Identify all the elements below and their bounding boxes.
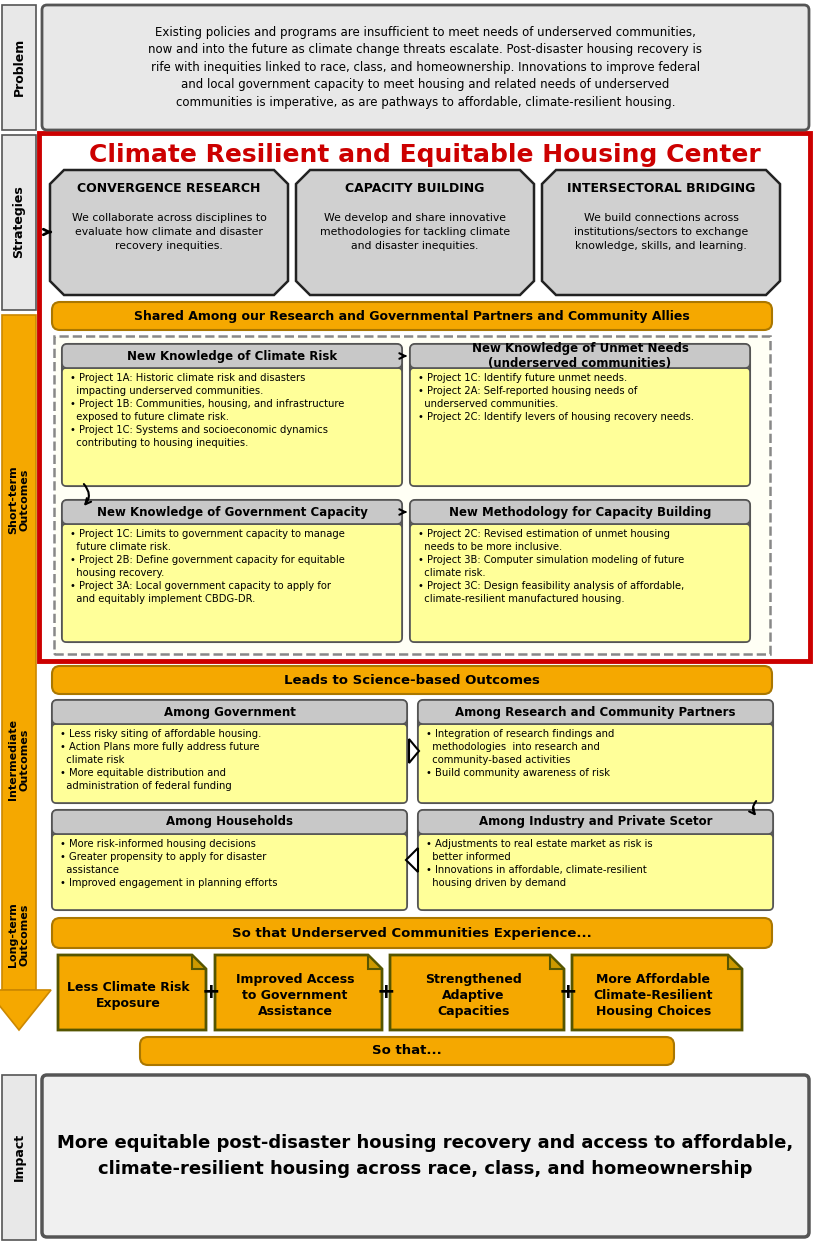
FancyBboxPatch shape	[410, 500, 750, 642]
FancyBboxPatch shape	[140, 1037, 674, 1065]
Polygon shape	[0, 990, 51, 1030]
Text: We build connections across
institutions/sectors to exchange
knowledge, skills, : We build connections across institutions…	[574, 214, 748, 251]
FancyBboxPatch shape	[52, 699, 407, 724]
FancyBboxPatch shape	[52, 666, 772, 694]
Text: • Adjustments to real estate market as risk is
  better informed
• Innovations i: • Adjustments to real estate market as r…	[426, 839, 653, 888]
FancyBboxPatch shape	[42, 5, 809, 130]
Bar	[2, 5, 36, 130]
Text: • Project 1C: Limits to government capacity to manage
  future climate risk.
• P: • Project 1C: Limits to government capac…	[70, 530, 345, 605]
Text: More equitable post-disaster housing recovery and access to affordable,
climate-: More equitable post-disaster housing rec…	[57, 1134, 794, 1178]
Text: Among Research and Community Partners: Among Research and Community Partners	[455, 706, 736, 718]
FancyBboxPatch shape	[418, 699, 773, 724]
FancyBboxPatch shape	[62, 525, 402, 642]
FancyBboxPatch shape	[418, 811, 773, 911]
Text: More Affordable
Climate-Resilient
Housing Choices: More Affordable Climate-Resilient Housin…	[593, 973, 713, 1018]
Text: +: +	[201, 983, 220, 1003]
FancyBboxPatch shape	[410, 500, 750, 525]
Text: • Less risky siting of affordable housing.
• Action Plans more fully address fut: • Less risky siting of affordable housin…	[60, 729, 261, 791]
FancyBboxPatch shape	[52, 724, 407, 803]
FancyBboxPatch shape	[42, 1075, 809, 1237]
Text: +: +	[558, 983, 577, 1003]
Text: We develop and share innovative
methodologies for tackling climate
and disaster : We develop and share innovative methodol…	[320, 214, 510, 251]
FancyBboxPatch shape	[410, 343, 750, 368]
FancyBboxPatch shape	[410, 368, 750, 486]
Polygon shape	[58, 955, 206, 1030]
Text: Among Industry and Private Scetor: Among Industry and Private Scetor	[479, 816, 712, 828]
Text: New Methodology for Capacity Building: New Methodology for Capacity Building	[449, 506, 711, 518]
Text: Short-term
Outcomes: Short-term Outcomes	[8, 466, 30, 535]
Bar	[2, 1075, 36, 1240]
FancyBboxPatch shape	[52, 699, 407, 803]
Text: CONVERGENCE RESEARCH: CONVERGENCE RESEARCH	[77, 181, 260, 195]
Text: Among Households: Among Households	[166, 816, 293, 828]
Text: +: +	[377, 983, 396, 1003]
Text: INTERSECTORAL BRIDGING: INTERSECTORAL BRIDGING	[567, 181, 755, 195]
Text: Improved Access
to Government
Assistance: Improved Access to Government Assistance	[236, 973, 354, 1018]
Polygon shape	[728, 955, 742, 969]
Bar	[39, 132, 810, 661]
Polygon shape	[390, 955, 564, 1030]
Polygon shape	[192, 955, 206, 969]
Text: Intermediate
Outcomes: Intermediate Outcomes	[8, 719, 30, 801]
Text: Shared Among our Research and Governmental Partners and Community Allies: Shared Among our Research and Government…	[134, 310, 690, 322]
Text: New Knowledge of Climate Risk: New Knowledge of Climate Risk	[127, 350, 337, 362]
Polygon shape	[409, 739, 419, 763]
Polygon shape	[572, 955, 742, 1030]
Text: • Integration of research findings and
  methodologies  into research and
  comm: • Integration of research findings and m…	[426, 729, 615, 778]
FancyBboxPatch shape	[62, 343, 402, 368]
Bar	[2, 315, 36, 990]
Text: Climate Resilient and Equitable Housing Center: Climate Resilient and Equitable Housing …	[89, 142, 760, 167]
FancyBboxPatch shape	[52, 302, 772, 330]
Text: Among Government: Among Government	[164, 706, 295, 718]
FancyBboxPatch shape	[418, 834, 773, 911]
Text: • Project 1C: Identify future unmet needs.
• Project 2A: Self-reported housing n: • Project 1C: Identify future unmet need…	[418, 373, 694, 422]
Text: Strengthened
Adaptive
Capacities: Strengthened Adaptive Capacities	[425, 973, 522, 1018]
FancyBboxPatch shape	[418, 724, 773, 803]
Polygon shape	[50, 170, 288, 295]
FancyBboxPatch shape	[52, 918, 772, 948]
Text: Impact: Impact	[12, 1133, 25, 1182]
FancyBboxPatch shape	[62, 500, 402, 642]
FancyBboxPatch shape	[62, 500, 402, 525]
Text: New Knowledge of Unmet Needs
(underserved communities): New Knowledge of Unmet Needs (underserve…	[471, 342, 689, 370]
Polygon shape	[368, 955, 382, 969]
Polygon shape	[550, 955, 564, 969]
Polygon shape	[542, 170, 780, 295]
Text: • Project 2C: Revised estimation of unmet housing
  needs to be more inclusive.
: • Project 2C: Revised estimation of unme…	[418, 530, 685, 605]
Text: So that...: So that...	[372, 1044, 442, 1058]
Text: New Knowledge of Government Capacity: New Knowledge of Government Capacity	[97, 506, 367, 518]
FancyBboxPatch shape	[410, 343, 750, 486]
Polygon shape	[296, 170, 534, 295]
Text: Less Climate Risk
Exposure: Less Climate Risk Exposure	[68, 980, 190, 1010]
Text: Problem: Problem	[12, 37, 25, 96]
Text: CAPACITY BUILDING: CAPACITY BUILDING	[345, 181, 484, 195]
Text: So that Underserved Communities Experience...: So that Underserved Communities Experien…	[232, 927, 592, 939]
Text: Long-term
Outcomes: Long-term Outcomes	[8, 903, 30, 968]
Polygon shape	[215, 955, 382, 1030]
FancyBboxPatch shape	[52, 834, 407, 911]
FancyBboxPatch shape	[418, 699, 773, 803]
Text: Leads to Science-based Outcomes: Leads to Science-based Outcomes	[284, 673, 540, 687]
FancyBboxPatch shape	[52, 811, 407, 911]
Text: We collaborate across disciplines to
evaluate how climate and disaster
recovery : We collaborate across disciplines to eva…	[72, 214, 266, 251]
FancyBboxPatch shape	[52, 811, 407, 834]
Bar	[54, 336, 770, 654]
FancyBboxPatch shape	[62, 343, 402, 486]
Polygon shape	[406, 848, 418, 872]
Text: Strategies: Strategies	[12, 186, 25, 259]
FancyBboxPatch shape	[62, 368, 402, 486]
FancyBboxPatch shape	[418, 811, 773, 834]
Text: • Project 1A: Historic climate risk and disasters
  impacting underserved commun: • Project 1A: Historic climate risk and …	[70, 373, 344, 448]
Text: • More risk-informed housing decisions
• Greater propensity to apply for disaste: • More risk-informed housing decisions •…	[60, 839, 278, 888]
FancyBboxPatch shape	[410, 525, 750, 642]
Bar	[2, 135, 36, 310]
Text: Existing policies and programs are insufficient to meet needs of underserved com: Existing policies and programs are insuf…	[148, 25, 702, 109]
